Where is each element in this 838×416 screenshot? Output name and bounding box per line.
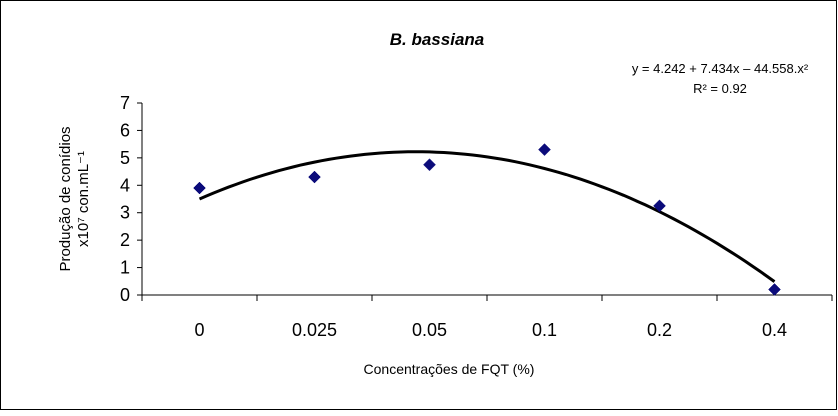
data-point-marker (308, 170, 321, 184)
data-point-marker (653, 199, 666, 213)
x-tick-label: 0.4 (762, 320, 787, 340)
trendline-group (198, 150, 776, 283)
axes-group: 0 1 2 3 4 5 6 7 0 0.025 0.05 0.1 0.2 0.4 (120, 93, 833, 340)
x-tick-label: 0.1 (532, 320, 557, 340)
trendline-curve (198, 150, 776, 283)
y-axis-label-line2: x10⁷ con.mL⁻¹ (75, 151, 92, 247)
y-tick-label: 4 (120, 175, 130, 195)
y-tick-label: 2 (120, 230, 130, 250)
x-tick-label: 0.025 (292, 320, 337, 340)
data-point-marker (538, 143, 551, 156)
x-tick-label: 0 (194, 320, 204, 340)
y-tick-label: 0 (120, 285, 130, 305)
y-axis-label-line1: Produção de conídios (57, 126, 74, 271)
x-tick-label: 0.05 (412, 320, 447, 340)
y-tick-label: 7 (120, 93, 130, 113)
x-axis-label: Concentrações de FQT (%) (364, 361, 535, 377)
chart-title: B. bassiana (390, 30, 485, 49)
data-points-group (193, 143, 781, 296)
y-tick-label: 6 (120, 120, 130, 140)
data-point-marker (193, 181, 206, 195)
data-point-marker (423, 158, 436, 172)
y-tick-label: 3 (120, 203, 130, 223)
r-squared-label: R² = 0.92 (693, 81, 747, 96)
x-tick-label: 0.2 (647, 320, 672, 340)
y-tick-label: 5 (120, 148, 130, 168)
y-tick-label: 1 (120, 258, 130, 278)
trendline-equation: y = 4.242 + 7.434x – 44.558.x² (632, 61, 809, 76)
data-point-marker (768, 283, 781, 296)
